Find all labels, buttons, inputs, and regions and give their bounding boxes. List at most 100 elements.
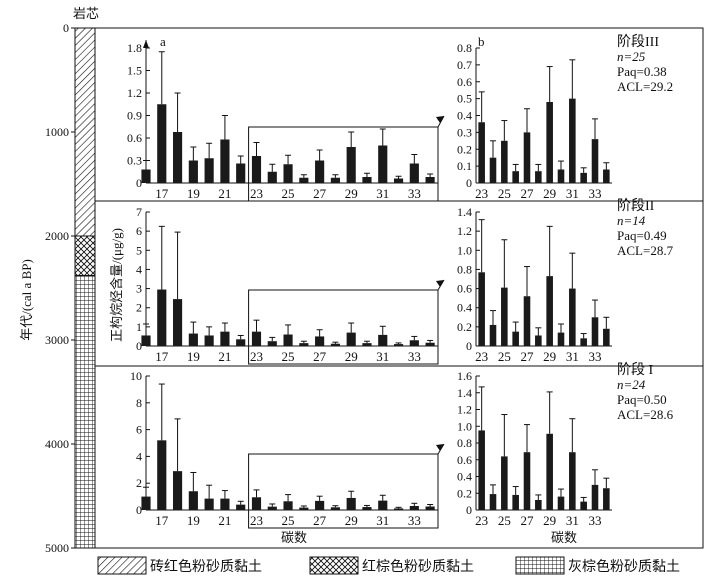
core-label: 岩芯 <box>73 6 99 21</box>
y-tick-label: 0.3 <box>127 154 142 168</box>
x-tick-label: 27 <box>313 513 327 528</box>
bar <box>330 507 340 510</box>
bar <box>393 344 404 346</box>
x-tick-label: 33 <box>589 186 602 201</box>
bar <box>251 497 262 510</box>
y-tick-label: 1.4 <box>457 205 472 219</box>
core-segment-grid <box>74 275 96 549</box>
legend-label-grid: 灰棕色粉砂质黏土 <box>568 558 680 575</box>
age-tick-label: 2000 <box>45 229 69 243</box>
bar <box>557 332 565 346</box>
bar <box>172 132 183 183</box>
bar <box>535 499 542 510</box>
bar <box>478 272 485 346</box>
x-tick-label: 23 <box>250 186 263 201</box>
x-tick-label: 25 <box>282 186 295 201</box>
bar <box>330 343 340 346</box>
zoom-arrow <box>437 115 445 128</box>
age-axis-label: 年代/(cal a BP) <box>19 259 34 341</box>
bar <box>591 484 599 510</box>
bar <box>580 338 587 346</box>
x-tick-label: 29 <box>543 186 556 201</box>
bar <box>204 498 214 510</box>
bar <box>557 496 565 510</box>
x-tick-label: 27 <box>521 186 535 201</box>
bar <box>220 139 230 183</box>
chart-a-1: 0 0.3 0.6 0.9 1.2 1.5 1.8 17 19 21 23 25 27 29 31 33 <box>127 40 445 202</box>
x-tick-label: 21 <box>218 349 231 364</box>
x-tick-label: 25 <box>498 349 511 364</box>
x-tick-label: 33 <box>589 513 602 528</box>
bar <box>157 104 167 183</box>
y-tick-label: 0.4 <box>457 301 472 315</box>
y-tick-label: 2 <box>136 301 142 315</box>
y-tick-label: 6 <box>136 423 142 437</box>
stage-label: 阶段II <box>617 198 655 214</box>
bar <box>546 433 553 510</box>
bar <box>535 171 542 183</box>
y-tick-label: 0.6 <box>457 282 472 296</box>
bar <box>512 331 519 346</box>
y-tick-label: 0.5 <box>457 92 472 106</box>
bar <box>315 160 325 183</box>
bar <box>220 331 230 346</box>
n-label: n=25 <box>617 49 646 64</box>
y-tick-label: 0 <box>466 339 472 353</box>
x-tick-label: 25 <box>282 513 295 528</box>
y-tick-label: 4 <box>136 449 142 463</box>
y-tick-label: 8 <box>136 396 142 410</box>
bar <box>425 177 435 183</box>
bar <box>546 102 553 183</box>
chart-a-3: 0 2 4 6 8 10 17 19 21 23 25 27 29 31 33 <box>130 369 445 529</box>
y-tick-label: 1.2 <box>457 224 472 238</box>
y-tick-label: 10 <box>130 369 142 383</box>
zoom-box <box>248 126 439 202</box>
bar <box>346 332 356 346</box>
y-tick-label: 0 <box>466 503 472 517</box>
x-tick-label: 23 <box>475 349 488 364</box>
y-tick-label: 0 <box>136 503 142 517</box>
bar <box>523 296 531 346</box>
bar <box>172 299 183 346</box>
bar <box>557 169 565 183</box>
bar <box>188 160 198 183</box>
bar <box>283 334 293 346</box>
x-tick-label: 23 <box>250 349 263 364</box>
y-tick-label: 1.0 <box>457 419 472 433</box>
bar <box>603 488 610 510</box>
x-tick-label: 31 <box>566 186 579 201</box>
y-tick-label: 0.8 <box>457 436 472 450</box>
bar <box>425 506 435 510</box>
bar <box>523 452 531 510</box>
bar <box>236 504 246 510</box>
x-tick-label: 25 <box>498 186 511 201</box>
bar <box>141 335 151 346</box>
bar <box>409 505 419 510</box>
bar <box>251 156 262 183</box>
x-tick-label: 23 <box>475 186 488 201</box>
bar <box>378 334 388 346</box>
age-axis: 0 1000 2000 3000 4000 5000 <box>45 21 76 555</box>
bar <box>489 494 497 510</box>
y-tick-label: 0 <box>136 339 142 353</box>
y-tick-label: 0.8 <box>457 262 472 276</box>
zoom-box <box>248 453 439 529</box>
x-tick-label: 25 <box>498 513 511 528</box>
acl-label: ACL=28.6 <box>617 407 674 422</box>
legend: 砖红色粉砂质黏土 红棕色粉砂质黏土 灰棕色粉砂质黏土 <box>97 556 680 575</box>
x-tick-label: 21 <box>218 186 231 201</box>
bar <box>393 178 404 183</box>
chart-b-1: 0 0.1 0.2 0.3 0.4 0.5 0.6 0.7 0.8 23 25 27 29 31 33 阶段I… <box>457 34 673 201</box>
bar <box>188 333 198 346</box>
y-tick-label: 0.2 <box>457 486 472 500</box>
bar <box>378 500 388 510</box>
bar <box>346 497 356 510</box>
y-tick-label: 1.4 <box>457 386 472 400</box>
bar <box>236 339 246 346</box>
bar <box>299 177 309 183</box>
y-tick-label: 0.8 <box>457 41 472 55</box>
bar <box>362 507 372 510</box>
bar <box>569 452 576 510</box>
x-tick-label: 27 <box>313 349 327 364</box>
